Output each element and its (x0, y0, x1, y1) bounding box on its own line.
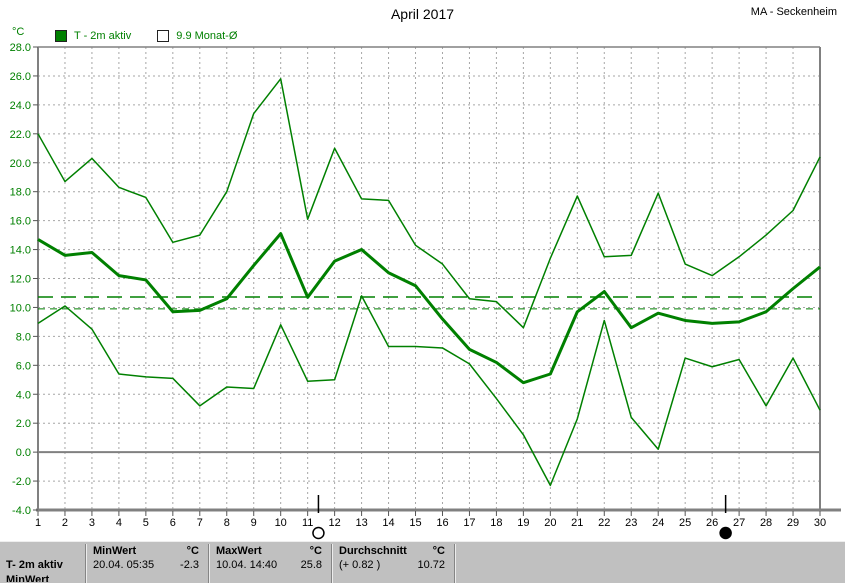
svg-text:4: 4 (116, 517, 122, 529)
mean-line (37, 232, 821, 385)
svg-text:14.0: 14.0 (10, 245, 31, 257)
svg-text:22.0: 22.0 (10, 129, 31, 141)
maxwert-datetime: 10.04. 14:40 (216, 559, 278, 571)
svg-text:20.0: 20.0 (10, 158, 31, 170)
durchschnitt-header: Durchschnitt (339, 545, 407, 557)
svg-text:11: 11 (302, 517, 313, 529)
svg-text:22: 22 (598, 517, 610, 529)
svg-text:27: 27 (733, 517, 745, 529)
statusbar-divider (208, 544, 210, 583)
svg-text:24.0: 24.0 (10, 100, 31, 112)
grid-lines (37, 47, 821, 510)
svg-text:1: 1 (35, 517, 41, 529)
svg-text:10: 10 (275, 517, 287, 529)
temperature-chart: 28.026.024.022.020.018.016.014.012.010.0… (10, 42, 841, 540)
svg-text:28.0: 28.0 (10, 42, 31, 54)
min-line (37, 295, 821, 487)
svg-text:6: 6 (170, 517, 176, 529)
maxwert-value: 25.8 (300, 559, 322, 571)
svg-text:23: 23 (625, 517, 637, 529)
sensor-column: T- 2m aktiv MinWert (6, 542, 82, 583)
max-line (37, 78, 821, 329)
x-axis-labels: 1 2 3 4 5 6 7 8 9 10 11 12 13 14 15 16 17 18 19 20 21 22 23 24 2… (35, 511, 826, 529)
minwert-value: -2.3 (180, 559, 199, 571)
svg-text:7: 7 (197, 517, 203, 529)
maxwert-header: MaxWert (216, 545, 262, 557)
svg-text:12.0: 12.0 (10, 274, 31, 286)
svg-text:25: 25 (679, 517, 691, 529)
svg-text:24: 24 (652, 517, 664, 529)
svg-text:-2.0: -2.0 (12, 476, 31, 488)
legend: T - 2m aktiv 9.9 Monat-Ø (55, 30, 237, 42)
svg-text:16: 16 (436, 517, 448, 529)
svg-text:3: 3 (89, 517, 95, 529)
minwert-datetime: 20.04. 05:35 (93, 559, 155, 571)
svg-text:10.0: 10.0 (10, 302, 31, 314)
svg-text:2: 2 (62, 517, 68, 529)
svg-text:6.0: 6.0 (16, 360, 31, 372)
svg-text:18.0: 18.0 (10, 187, 31, 199)
new-moon-icon (719, 526, 732, 540)
minwert-header: MinWert (93, 545, 137, 557)
sensor-row-label: T- 2m aktiv (6, 559, 63, 571)
svg-text:14: 14 (382, 517, 394, 529)
svg-text:29: 29 (787, 517, 799, 529)
svg-text:4.0: 4.0 (16, 389, 31, 401)
chart-title: April 2017 (390, 6, 455, 22)
durchschnitt-value: 10.72 (417, 559, 445, 571)
active-series-swatch-icon (55, 30, 67, 42)
svg-text:5: 5 (143, 517, 149, 529)
svg-text:28: 28 (760, 517, 772, 529)
statusbar-divider (454, 544, 456, 583)
minwert-section: MinWert °C 20.04. 05:35 -2.3 (89, 542, 205, 583)
svg-text:20: 20 (544, 517, 556, 529)
durchschnitt-unit: °C (432, 545, 445, 557)
svg-text:0.0: 0.0 (16, 447, 31, 459)
durchschnitt-anomaly: (+ 0.82 ) (339, 559, 381, 571)
active-series-label: T - 2m aktiv (74, 30, 132, 42)
durchschnitt-section: Durchschnitt °C (+ 0.82 ) 10.72 (335, 542, 451, 583)
svg-text:26.0: 26.0 (10, 71, 31, 83)
svg-text:17: 17 (463, 517, 475, 529)
monthly-average-swatch-icon (157, 30, 170, 42)
svg-text:18: 18 (490, 517, 502, 529)
statusbar-divider (85, 544, 87, 583)
plot-border (36, 46, 841, 512)
svg-text:26: 26 (706, 517, 718, 529)
station-label: MA - Seckenheim (750, 6, 837, 18)
y-axis-unit-label: °C (12, 26, 25, 38)
svg-text:30: 30 (814, 517, 826, 529)
svg-text:2.0: 2.0 (16, 418, 31, 430)
svg-text:21: 21 (571, 517, 583, 529)
svg-text:8: 8 (224, 517, 230, 529)
svg-text:19: 19 (517, 517, 529, 529)
maxwert-section: MaxWert °C 10.04. 14:40 25.8 (212, 542, 328, 583)
svg-text:8.0: 8.0 (16, 331, 31, 343)
svg-text:12: 12 (328, 517, 340, 529)
full-moon-icon (312, 526, 325, 540)
svg-text:16.0: 16.0 (10, 216, 31, 228)
svg-text:9: 9 (251, 517, 257, 529)
minwert-unit: °C (186, 545, 199, 557)
svg-text:15: 15 (409, 517, 421, 529)
svg-text:-4.0: -4.0 (12, 505, 31, 517)
status-bar: T- 2m aktiv MinWert MinWert °C 20.04. 05… (0, 541, 845, 583)
maxwert-unit: °C (309, 545, 322, 557)
svg-text:13: 13 (355, 517, 367, 529)
statusbar-divider (331, 544, 333, 583)
y-axis-labels: 28.0 26.0 24.0 22.0 20.0 18.0 16.0 14.0 12.0 10.0… (10, 42, 38, 517)
clipped-next-row-label: MinWert (6, 574, 50, 582)
monthly-average-label: 9.9 Monat-Ø (176, 30, 238, 42)
